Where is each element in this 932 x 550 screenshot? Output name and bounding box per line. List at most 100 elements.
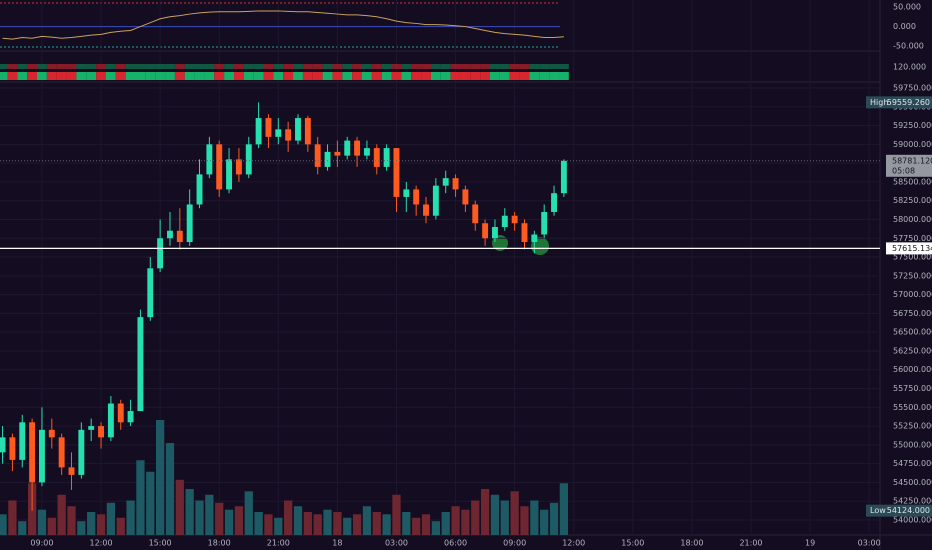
heat-cell [371, 64, 382, 69]
candle-body [196, 174, 203, 205]
heat-cell [332, 64, 343, 69]
candle-body [423, 204, 429, 216]
heat-cell [105, 64, 116, 69]
heat-cell [411, 72, 422, 80]
candle-body [511, 215, 518, 224]
y-tick-label: 58000.000 [893, 215, 932, 224]
heat-cell [440, 64, 451, 69]
countdown-label: 05:08 [892, 166, 915, 175]
candle-body [393, 148, 400, 197]
heat-cell [430, 64, 441, 69]
heat-cell [145, 72, 156, 80]
heat-cell [155, 64, 166, 69]
heat-cell [342, 64, 353, 69]
volume-bar [412, 517, 421, 535]
candle-body [560, 160, 567, 194]
hline-label: 57615.134 [892, 244, 932, 253]
volume-bar [441, 512, 450, 535]
volume-bar [520, 506, 529, 535]
x-tick-label: 03:00 [858, 539, 881, 548]
y-tick-label: 54250.000 [893, 497, 932, 506]
y-tick-label: 57750.000 [893, 234, 932, 243]
y-tick-label: 59000.000 [893, 140, 932, 149]
candle-body [167, 230, 173, 239]
osc-tick-label: -50.000 [893, 42, 924, 51]
x-tick-label: 21:00 [739, 539, 762, 548]
heat-cell [499, 64, 510, 69]
volume-bar [274, 517, 283, 535]
candle-body [226, 159, 233, 190]
volume-bar [303, 512, 312, 535]
volume-bar [175, 479, 184, 535]
volume-bar [264, 514, 273, 535]
heat-cell [371, 72, 382, 80]
heat-cell [322, 64, 333, 69]
heat-cell [293, 64, 303, 69]
heat-cell [7, 64, 18, 69]
heat-cell [480, 72, 491, 80]
volume-bar [293, 506, 303, 535]
heat-cell [529, 72, 540, 80]
y-tick-label: 55750.000 [893, 384, 932, 393]
candle-body [383, 148, 390, 167]
heat-cell [362, 64, 372, 69]
volume-bar [510, 491, 519, 535]
volume-bar [195, 500, 204, 535]
x-tick-label: 09:00 [503, 539, 526, 548]
candle-body [373, 148, 380, 167]
volume-bar [126, 500, 135, 535]
heat-cell [125, 64, 136, 69]
heat-cell [96, 64, 106, 69]
heat-cell [322, 72, 333, 80]
volume-bar [421, 514, 431, 535]
volume-bar [549, 502, 559, 535]
candle-body [206, 144, 213, 175]
heat-cell [165, 72, 175, 80]
y-tick-label: 56750.000 [893, 309, 932, 318]
candle-body [216, 144, 223, 190]
heat-cell [214, 64, 225, 69]
x-tick-label: 19 [805, 539, 815, 548]
candle-body [482, 223, 489, 239]
heat-cell [480, 64, 491, 69]
volume-bar [372, 512, 381, 535]
y-tick-label: 55250.000 [893, 422, 932, 431]
heat-cell [135, 64, 146, 69]
heat-cell [56, 72, 67, 80]
heat-cell [224, 72, 234, 80]
candle-body [58, 437, 65, 468]
heat-cell [7, 72, 18, 80]
candle-body [295, 118, 301, 141]
x-tick-label: 12:00 [562, 539, 585, 548]
candle-body [19, 422, 26, 460]
volume-bar [402, 512, 411, 535]
heat-cell [125, 72, 136, 80]
heat-cell [411, 64, 422, 69]
candle-body [501, 215, 508, 227]
heat-cell [0, 72, 8, 80]
candle-body [403, 189, 410, 197]
volume-bar [343, 517, 352, 535]
y-tick-label: 54000.000 [893, 515, 932, 524]
heat-cell [440, 72, 451, 80]
heat-cell [539, 64, 550, 69]
candle-body [354, 140, 361, 156]
candle-body [147, 268, 154, 318]
candle-body [88, 426, 95, 430]
y-tick-label: 54750.000 [893, 459, 932, 468]
y-tick-label: 59750.000 [893, 84, 932, 93]
volume-bar [205, 494, 214, 535]
heat-cell [519, 64, 530, 69]
candle-body [541, 211, 548, 235]
y-tick-label: 55000.000 [893, 440, 932, 449]
heat-cell [37, 72, 47, 80]
heat-cell [135, 72, 146, 80]
candle-body [442, 178, 449, 186]
heat-cell [145, 64, 156, 69]
volume-bar [461, 509, 470, 535]
heat-cell [470, 64, 481, 69]
candle-body [551, 193, 557, 212]
y-tick-label: 59250.000 [893, 121, 932, 130]
